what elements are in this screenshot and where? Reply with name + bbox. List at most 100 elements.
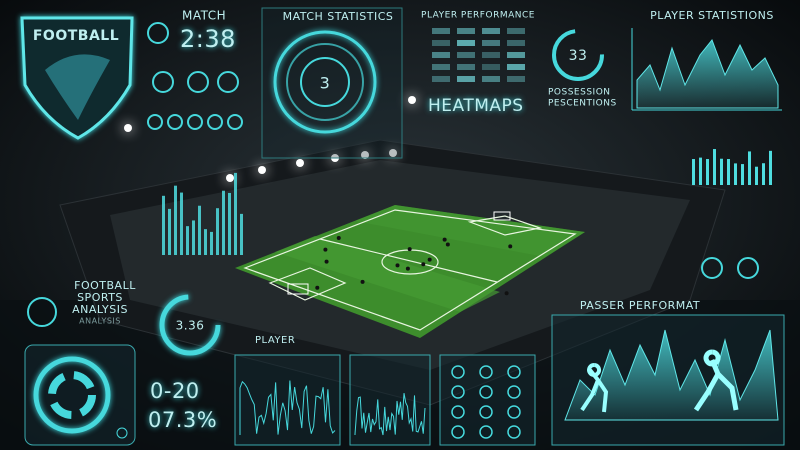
bar-graphic — [769, 150, 772, 185]
analysis: FOOTBALL SPORTS ANALYSIS ANALYSIS 3.36 0… — [24, 279, 221, 446]
icon — [187, 71, 209, 93]
icon — [227, 114, 243, 130]
grid-cell — [457, 28, 475, 34]
dial-ring — [273, 30, 377, 134]
player-dot — [442, 237, 447, 242]
grid-cell — [457, 52, 475, 58]
big-ring — [33, 356, 111, 434]
bottom-panels: PLAYER — [234, 335, 536, 446]
bar-graphic — [713, 149, 716, 185]
wave-graphic — [239, 380, 336, 435]
grid-icon — [451, 425, 465, 439]
icon — [187, 114, 203, 130]
bar-graphic — [699, 157, 702, 185]
icon — [217, 71, 239, 93]
grid-icon — [451, 385, 465, 399]
ball-icon — [147, 22, 169, 44]
wave-graphics — [239, 365, 521, 439]
possession-ring — [552, 29, 604, 81]
bar-graphic — [180, 192, 183, 255]
panel — [261, 7, 403, 159]
player-dot — [360, 279, 365, 284]
player-panel-title: PLAYER — [255, 335, 295, 346]
grid-cell — [432, 28, 450, 34]
grid-icon — [479, 405, 493, 419]
player-dot — [508, 244, 513, 249]
possession-label: POSSESSION — [548, 88, 611, 98]
icon — [147, 114, 163, 130]
match-clock-value: 2:38 — [180, 25, 236, 53]
player-dot — [421, 262, 426, 267]
wave-graphic — [354, 393, 426, 436]
match-clock: MATCH 2:38 — [147, 9, 236, 53]
bar-graphic — [198, 205, 201, 255]
player-performance-title: PLAYER PERFORMANCE — [421, 11, 535, 21]
grid-cell — [432, 40, 450, 46]
bar-graphic — [748, 151, 751, 185]
floodlight — [226, 174, 234, 182]
stats-area — [636, 38, 779, 109]
dial-ring — [286, 43, 364, 121]
floodlight — [124, 124, 132, 132]
bar-graphic — [234, 172, 237, 255]
grid-cell — [457, 64, 475, 70]
player-dot — [323, 247, 328, 252]
grid-icon — [507, 385, 521, 399]
percent-value: 07.3% — [148, 408, 217, 432]
analysis-line: ANALYSIS — [72, 303, 128, 316]
grid-icon — [479, 425, 493, 439]
grid-icon — [451, 405, 465, 419]
grid-cell — [457, 40, 475, 46]
icon — [737, 257, 759, 279]
floodlights — [124, 96, 416, 182]
grid-icon — [479, 385, 493, 399]
player-dot — [315, 285, 320, 290]
possession-value: 33 — [569, 48, 588, 64]
analysis-line: FOOTBALL — [74, 279, 136, 292]
floodlight — [258, 166, 266, 174]
logo: FOOTBALL — [20, 16, 134, 140]
grid-cell — [457, 76, 475, 82]
grid-cell — [482, 28, 500, 34]
possession: 33 POSSESSION PESCENTIONS — [548, 29, 616, 109]
dial-value: 3 — [320, 74, 331, 93]
bar-graphic — [240, 213, 243, 255]
grid-cell — [507, 28, 525, 34]
player-dot — [324, 259, 329, 264]
grid-cell — [507, 64, 525, 70]
grid-icon — [507, 365, 521, 379]
match-label: MATCH — [182, 9, 226, 23]
floodlight — [296, 159, 304, 167]
grid-cell — [507, 52, 525, 58]
gauge-ring — [159, 294, 221, 356]
grid-icon — [451, 365, 465, 379]
floodlight — [389, 149, 397, 157]
grid-icon — [507, 425, 521, 439]
player-dot — [336, 236, 341, 241]
analysis-icon — [27, 297, 57, 327]
bar-graphic — [734, 163, 737, 185]
passer-title: PASSER PERFORMAT — [580, 299, 700, 312]
bar-graphic — [228, 192, 231, 255]
halfway-line — [319, 238, 498, 283]
bar-graphic — [168, 208, 171, 255]
passer-performance: PASSER PERFORMAT — [551, 299, 785, 446]
bar-graphic — [174, 185, 177, 255]
passer-area — [564, 329, 779, 421]
bar-graphic — [186, 226, 189, 255]
touchline — [243, 209, 577, 331]
player-silhouette — [580, 363, 609, 413]
bar-graphic — [216, 208, 219, 255]
panel — [24, 344, 136, 446]
grid-icon — [507, 405, 521, 419]
icon — [152, 71, 174, 93]
goal — [287, 283, 309, 295]
icon — [701, 257, 723, 279]
analysis-line: SPORTS — [77, 291, 123, 304]
bar-graphic — [222, 190, 225, 255]
bar-graphic — [692, 159, 695, 185]
icon — [207, 114, 223, 130]
